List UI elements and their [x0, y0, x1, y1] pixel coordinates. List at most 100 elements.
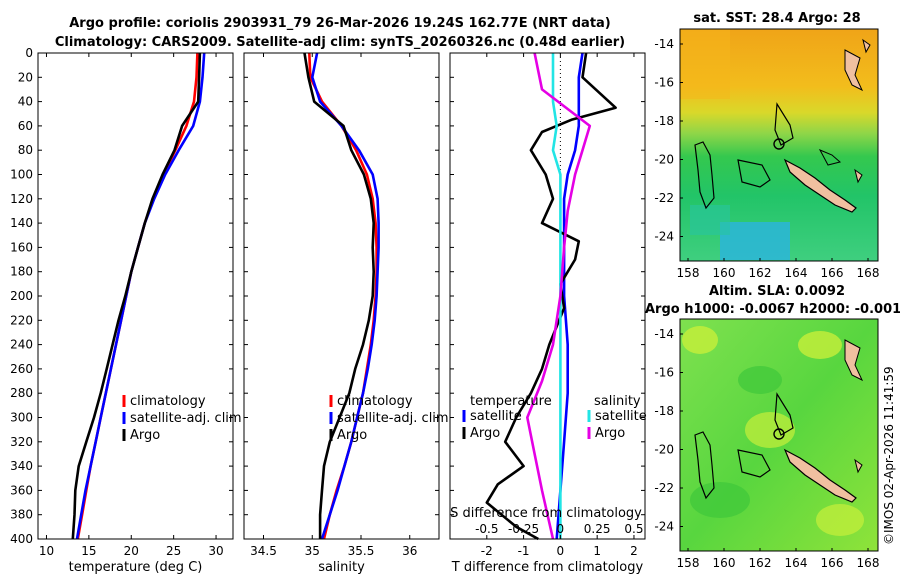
sst-map-frame [679, 28, 879, 262]
chesterfield-reef-outline [694, 141, 715, 210]
axes-frame [37, 52, 234, 540]
x-axis-label: T difference from climatology [451, 560, 644, 575]
y-tick-label: 80 [18, 143, 33, 157]
s-difference-tick-label: -0.25 [508, 522, 539, 536]
y-tick-label: 40 [18, 95, 33, 109]
y-tick-label: 300 [10, 411, 33, 425]
y-tick-label: 220 [10, 313, 33, 327]
x-tick-label: 25 [166, 544, 181, 558]
chesterfield-reef-outline [694, 431, 715, 500]
x-tick-label: 30 [208, 544, 223, 558]
sla-map-subtitle: Argo h1000: -0.0067 h2000: -0.0019 [645, 302, 900, 317]
y-tick-label: 60 [18, 119, 33, 133]
map-lon-tick-label: 158 [677, 266, 700, 280]
imos-timestamp: ©IMOS 02-Apr-2026 11:41:59 [882, 366, 896, 545]
y-tick-label: 260 [10, 362, 33, 376]
map-lon-tick-label: 168 [857, 556, 880, 570]
y-tick-label: 20 [18, 70, 33, 84]
x-tick-label: 15 [81, 544, 96, 558]
s-difference-tick-label: 0.25 [584, 522, 611, 536]
island [862, 38, 871, 54]
s-difference-tick-label: -0.5 [475, 522, 498, 536]
x-axis-label: temperature (deg C) [69, 560, 203, 575]
legend-label-satellite: satellite-adj. clim [130, 411, 242, 426]
x-tick-label: -2 [481, 544, 493, 558]
new-caledonia-coastline [783, 448, 857, 503]
map-lat-tick-label: -22 [654, 481, 674, 495]
y-tick-label: 240 [10, 338, 33, 352]
map-lon-tick-label: 162 [749, 556, 772, 570]
sla-low-patch [738, 366, 782, 394]
figure-title-line1: Argo profile: coriolis 2903931_79 26-Mar… [69, 16, 611, 31]
legend-label-climatology: climatology [130, 394, 206, 409]
x-tick-label: 34.5 [250, 544, 277, 558]
sst-cool-patch [690, 205, 730, 235]
legend-title-salinity: salinity [594, 394, 641, 409]
map-lon-tick-label: 166 [821, 266, 844, 280]
salinity-profile-panel: 34.5 35 35.5 36 salinity [243, 52, 440, 575]
y-tick-label: 160 [10, 240, 33, 254]
legend-label-argo: Argo [130, 428, 160, 443]
s-difference-tick-label: 0.5 [624, 522, 643, 536]
map-lat-tick-label: -16 [654, 366, 674, 380]
sst-map-title: sat. SST: 28.4 Argo: 28 [693, 11, 860, 26]
map-lat-tick-label: -24 [654, 230, 674, 244]
legend-label-salinity-argo: Argo [595, 426, 625, 441]
series-line-temperature-argo [485, 52, 617, 541]
sla-high-patch [745, 412, 795, 448]
sla-high-patch [682, 326, 718, 354]
map-lat-tick-label: -16 [654, 76, 674, 90]
x-tick-label: -1 [518, 544, 530, 558]
reef-outline [737, 159, 771, 188]
x-tick-label: 0 [557, 544, 565, 558]
difference-profile-panel: -2 -1 0 1 2 T difference from climatology [449, 52, 646, 575]
x-tick-label: 2 [630, 544, 638, 558]
map-lat-tick-label: -20 [654, 153, 674, 167]
vanuatu-islands [844, 339, 864, 382]
legend-title-temperature: temperature [470, 394, 552, 409]
map-lon-tick-label: 160 [713, 266, 736, 280]
s-difference-axis-label: S difference from climatology [450, 506, 642, 521]
map-lon-tick-label: 158 [677, 556, 700, 570]
x-tick-label: 35 [305, 544, 320, 558]
sst-map-panel: sat. SST: 28.4 Argo: 28 [679, 11, 879, 262]
map-lon-tick-label: 166 [821, 556, 844, 570]
series-line-salinity-argo [525, 52, 592, 540]
loyalty-island [854, 458, 863, 474]
sla-high-patch [816, 504, 864, 536]
series-line-satellite-adj-clim [310, 52, 380, 540]
map-tick-labels: 158 160 162 164 166 168 -14 -16 -18 -20 -22 -24 158 1… [654, 37, 879, 570]
map-lon-tick-label: 160 [713, 556, 736, 570]
argo-float-marker [773, 138, 785, 150]
y-tick-label: 360 [10, 483, 33, 497]
reef-outline [818, 149, 842, 166]
difference-legend: temperature satellite Argo salinity sate… [462, 394, 647, 441]
legend-label-climatology: climatology [337, 394, 413, 409]
map-lat-tick-label: -24 [654, 520, 674, 534]
x-axis-label: salinity [318, 560, 365, 575]
reef-outline [774, 392, 794, 436]
legend-label-satellite: satellite-adj. clim [337, 411, 449, 426]
map-lat-tick-label: -18 [654, 404, 674, 418]
series-line-argo [303, 52, 376, 539]
legend-label-temperature-argo: Argo [470, 426, 500, 441]
y-tick-label: 180 [10, 265, 33, 279]
map-lon-tick-label: 164 [785, 556, 808, 570]
y-tick-label: 0 [25, 46, 33, 60]
y-tick-label: 340 [10, 459, 33, 473]
map-lat-tick-label: -14 [654, 37, 674, 51]
series-line-temperature-satellite [555, 52, 584, 540]
x-tick-label: 20 [124, 544, 139, 558]
map-lon-tick-label: 164 [785, 266, 808, 280]
y-tick-label: 120 [10, 192, 33, 206]
map-lat-tick-label: -20 [654, 443, 674, 457]
sla-map-title: Altim. SLA: 0.0092 [709, 284, 845, 299]
y-tick-label: 400 [10, 532, 33, 546]
legend-label-argo: Argo [337, 428, 367, 443]
sst-cool-patch [720, 222, 790, 260]
legend-label-temperature-satellite: satellite [470, 409, 522, 424]
reef-outline [774, 102, 794, 146]
temperature-legend: climatology satellite-adj. clim Argo [122, 394, 242, 443]
sla-map-panel: Altim. SLA: 0.0092 Argo h1000: -0.0067 h… [645, 284, 900, 552]
